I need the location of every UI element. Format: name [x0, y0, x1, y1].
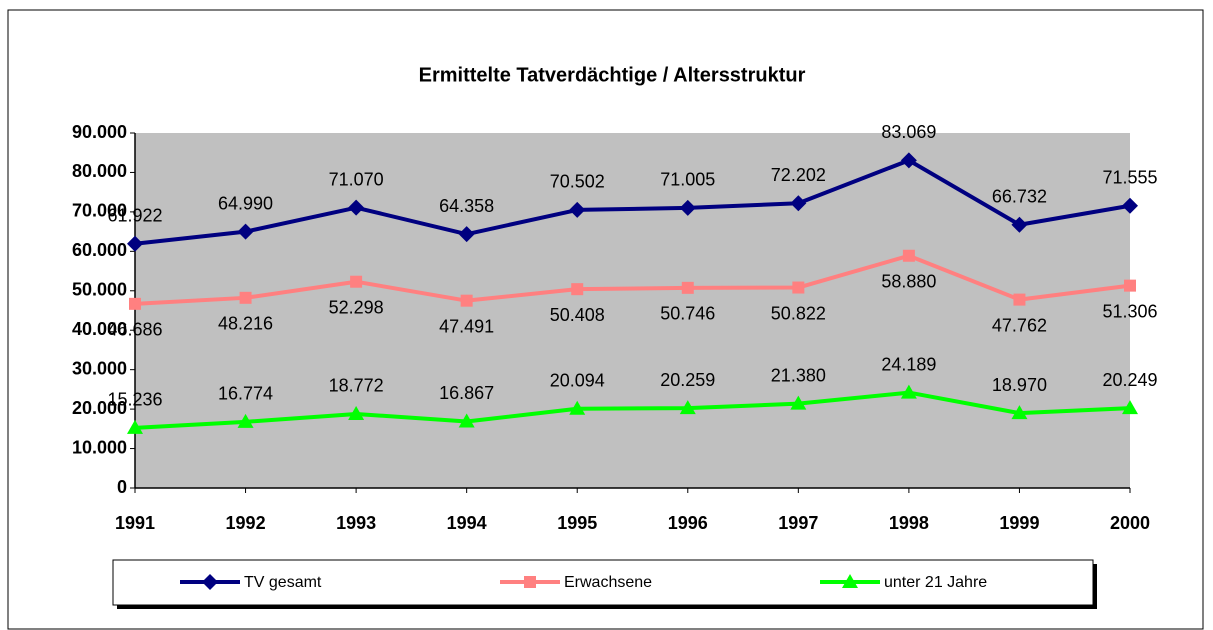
x-tick-label: 1994 — [447, 513, 487, 533]
y-tick-label: 20.000 — [72, 398, 127, 418]
data-label: 61.922 — [107, 206, 162, 226]
data-label: 71.555 — [1102, 168, 1157, 188]
data-label: 72.202 — [771, 165, 826, 185]
data-point — [350, 275, 363, 288]
data-label: 64.990 — [218, 193, 273, 213]
legend-box — [112, 559, 1094, 606]
data-label: 58.880 — [881, 272, 936, 292]
data-point — [129, 297, 141, 310]
legend-label: Erwachsene — [564, 574, 652, 591]
data-point — [1013, 293, 1026, 306]
data-label: 47.762 — [992, 315, 1047, 335]
series-line — [134, 158, 1131, 246]
data-point — [1011, 405, 1028, 420]
data-point — [1122, 197, 1138, 214]
data-label: 16.867 — [439, 383, 494, 403]
data-label: 48.216 — [218, 314, 273, 334]
y-tick-label: 0 — [117, 477, 127, 497]
y-tick-label: 70.000 — [72, 201, 127, 221]
series-line — [134, 253, 1131, 306]
data-label: 83.069 — [881, 122, 936, 142]
x-tick-label: 1996 — [668, 513, 708, 533]
y-tick-label: 90.000 — [72, 122, 127, 142]
legend-marker — [524, 576, 536, 588]
data-label: 71.070 — [329, 169, 384, 189]
x-tick-label: 1991 — [115, 513, 155, 533]
data-point — [348, 405, 365, 420]
x-tick-label: 1997 — [778, 513, 818, 533]
data-label: 21.380 — [771, 365, 826, 385]
data-point — [460, 294, 473, 307]
data-point — [902, 249, 915, 262]
legend-label: TV gesamt — [244, 574, 322, 591]
data-point — [569, 201, 586, 218]
data-label: 50.822 — [771, 303, 826, 323]
legend-marker — [842, 574, 858, 588]
chart-title: Ermittelte Tatverdächtige / Altersstrukt… — [419, 64, 806, 86]
x-tick-label: 1993 — [336, 513, 376, 533]
plot-background — [135, 133, 1130, 488]
x-tick-label: 1999 — [999, 513, 1039, 533]
data-point — [1122, 400, 1138, 415]
data-label: 71.005 — [660, 170, 715, 190]
data-label: 16.774 — [218, 384, 273, 404]
data-point — [790, 195, 807, 212]
x-tick-label: 1998 — [889, 513, 929, 533]
data-point — [792, 281, 805, 294]
y-tick-label: 60.000 — [72, 240, 127, 260]
data-point — [458, 413, 475, 428]
data-point — [790, 395, 807, 410]
data-label: 15.236 — [107, 390, 162, 410]
data-point — [679, 400, 696, 415]
series-line — [134, 390, 1131, 430]
y-tick-label: 40.000 — [72, 319, 127, 339]
data-label: 47.491 — [439, 316, 494, 336]
data-label: 24.189 — [881, 354, 936, 374]
legend — [112, 559, 1097, 609]
y-tick-label: 80.000 — [72, 161, 127, 181]
data-label: 70.502 — [550, 172, 605, 192]
data-label: 18.970 — [992, 375, 1047, 395]
data-point — [900, 152, 917, 169]
data-label: 52.298 — [329, 297, 384, 317]
data-point — [237, 413, 254, 428]
data-label: 50.746 — [660, 304, 715, 324]
data-label: 20.249 — [1102, 370, 1157, 390]
data-label: 20.094 — [550, 370, 605, 390]
data-label: 46.686 — [107, 320, 162, 340]
y-tick-label: 30.000 — [72, 358, 127, 378]
x-tick-label: 2000 — [1110, 513, 1150, 533]
data-point — [458, 226, 475, 243]
data-point — [900, 384, 917, 399]
x-tick-label: 1995 — [557, 513, 597, 533]
data-label: 18.772 — [329, 376, 384, 396]
legend-marker — [202, 574, 218, 590]
data-point — [127, 419, 143, 434]
data-point — [127, 235, 143, 252]
data-point — [679, 199, 696, 216]
data-label: 50.408 — [550, 305, 605, 325]
data-point — [1011, 216, 1028, 233]
data-point — [681, 281, 694, 294]
data-point — [348, 199, 365, 216]
data-point — [569, 400, 586, 415]
data-label: 20.259 — [660, 370, 715, 390]
data-point — [239, 291, 252, 304]
data-point — [1124, 279, 1136, 292]
data-label: 51.306 — [1102, 301, 1157, 321]
y-tick-label: 10.000 — [72, 437, 127, 457]
y-tick-label: 50.000 — [72, 280, 127, 300]
legend-label: unter 21 Jahre — [884, 574, 987, 591]
x-tick-label: 1992 — [226, 513, 266, 533]
data-point — [237, 223, 254, 240]
data-label: 66.732 — [992, 187, 1047, 207]
data-label: 64.358 — [439, 196, 494, 216]
data-point — [571, 283, 584, 296]
